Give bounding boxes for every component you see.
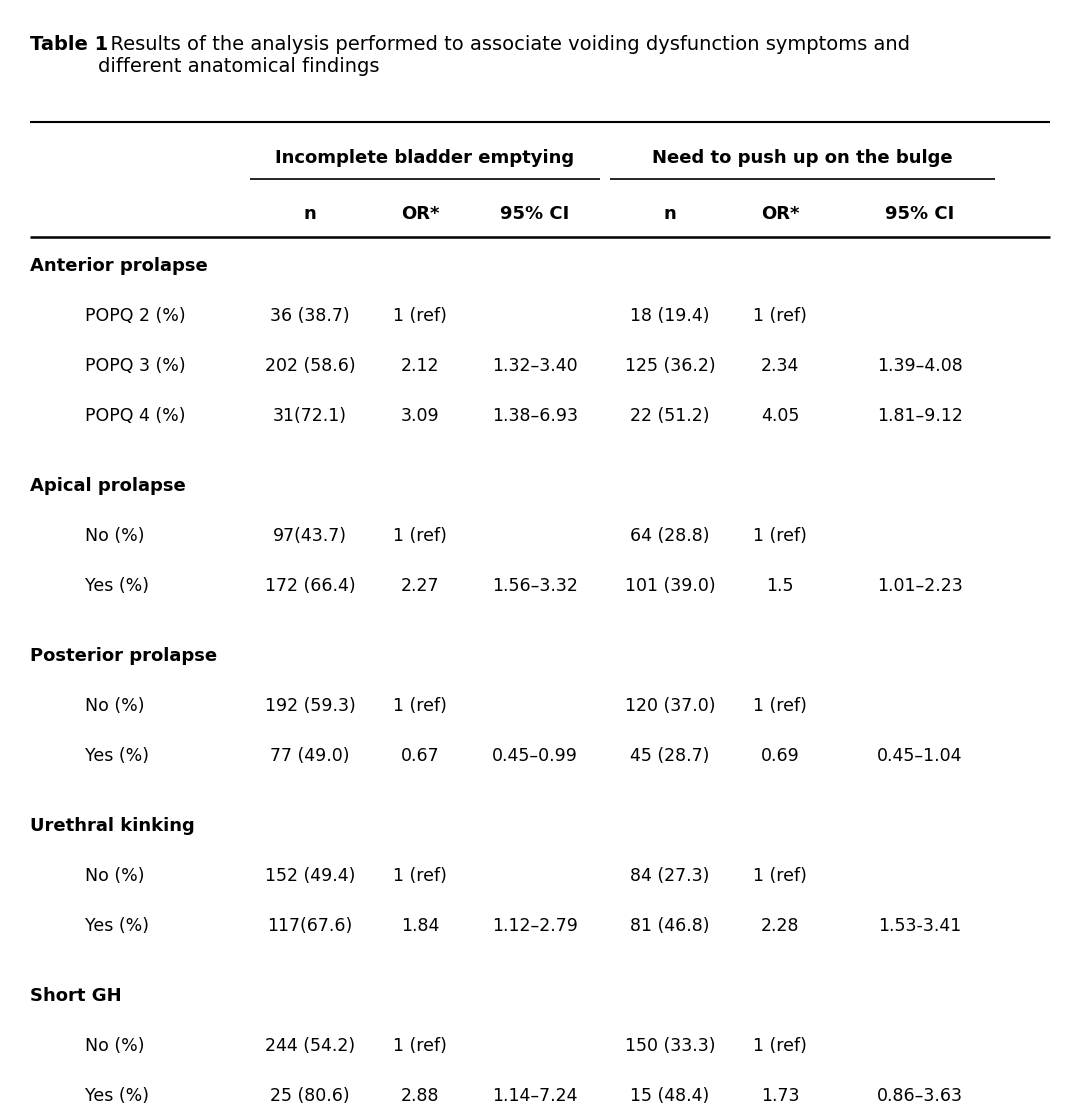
Text: 81 (46.8): 81 (46.8) xyxy=(631,917,710,935)
Text: 15 (48.4): 15 (48.4) xyxy=(631,1087,710,1105)
Text: 95% CI: 95% CI xyxy=(500,206,569,223)
Text: 1 (ref): 1 (ref) xyxy=(393,527,447,545)
Text: 0.86–3.63: 0.86–3.63 xyxy=(877,1087,963,1105)
Text: 64 (28.8): 64 (28.8) xyxy=(631,527,710,545)
Text: POPQ 4 (%): POPQ 4 (%) xyxy=(85,407,186,424)
Text: 120 (37.0): 120 (37.0) xyxy=(624,697,715,715)
Text: No (%): No (%) xyxy=(85,697,145,715)
Text: Incomplete bladder emptying: Incomplete bladder emptying xyxy=(275,149,575,168)
Text: Urethral kinking: Urethral kinking xyxy=(30,817,194,836)
Text: OR*: OR* xyxy=(760,206,799,223)
Text: Table 1: Table 1 xyxy=(30,35,108,54)
Text: Short GH: Short GH xyxy=(30,987,122,1005)
Text: n: n xyxy=(663,206,676,223)
Text: No (%): No (%) xyxy=(85,867,145,885)
Text: Yes (%): Yes (%) xyxy=(85,917,149,935)
Text: 125 (36.2): 125 (36.2) xyxy=(624,357,715,375)
Text: 1 (ref): 1 (ref) xyxy=(753,1037,807,1054)
Text: 2.34: 2.34 xyxy=(760,357,799,375)
Text: 1.38–6.93: 1.38–6.93 xyxy=(492,407,578,424)
Text: 1.53-3.41: 1.53-3.41 xyxy=(878,917,961,935)
Text: 0.69: 0.69 xyxy=(760,747,799,765)
Text: Need to push up on the bulge: Need to push up on the bulge xyxy=(652,149,953,168)
Text: Apical prolapse: Apical prolapse xyxy=(30,477,186,495)
Text: 1 (ref): 1 (ref) xyxy=(393,867,447,885)
Text: Posterior prolapse: Posterior prolapse xyxy=(30,647,217,665)
Text: 45 (28.7): 45 (28.7) xyxy=(631,747,710,765)
Text: 77 (49.0): 77 (49.0) xyxy=(270,747,350,765)
Text: 1 (ref): 1 (ref) xyxy=(753,697,807,715)
Text: Yes (%): Yes (%) xyxy=(85,577,149,595)
Text: 97(43.7): 97(43.7) xyxy=(273,527,347,545)
Text: 1 (ref): 1 (ref) xyxy=(753,527,807,545)
Text: 0.67: 0.67 xyxy=(401,747,440,765)
Text: 244 (54.2): 244 (54.2) xyxy=(265,1037,355,1054)
Text: 0.45–0.99: 0.45–0.99 xyxy=(492,747,578,765)
Text: Anterior prolapse: Anterior prolapse xyxy=(30,257,207,275)
Text: Yes (%): Yes (%) xyxy=(85,1087,149,1105)
Text: 1.56–3.32: 1.56–3.32 xyxy=(492,577,578,595)
Text: 1.12–2.79: 1.12–2.79 xyxy=(492,917,578,935)
Text: 2.88: 2.88 xyxy=(401,1087,440,1105)
Text: 4.05: 4.05 xyxy=(760,407,799,424)
Text: 84 (27.3): 84 (27.3) xyxy=(631,867,710,885)
Text: 2.12: 2.12 xyxy=(401,357,440,375)
Text: . Results of the analysis performed to associate voiding dysfunction symptoms an: . Results of the analysis performed to a… xyxy=(98,35,910,76)
Text: 1.39–4.08: 1.39–4.08 xyxy=(877,357,963,375)
Text: 31(72.1): 31(72.1) xyxy=(273,407,347,424)
Text: 172 (66.4): 172 (66.4) xyxy=(265,577,355,595)
Text: 2.28: 2.28 xyxy=(760,917,799,935)
Text: No (%): No (%) xyxy=(85,527,145,545)
Text: n: n xyxy=(303,206,316,223)
Text: 202 (58.6): 202 (58.6) xyxy=(265,357,355,375)
Text: 2.27: 2.27 xyxy=(401,577,440,595)
Text: 1.81–9.12: 1.81–9.12 xyxy=(877,407,963,424)
Text: 1.5: 1.5 xyxy=(766,577,794,595)
Text: 1 (ref): 1 (ref) xyxy=(753,307,807,325)
Text: 192 (59.3): 192 (59.3) xyxy=(265,697,355,715)
Text: 150 (33.3): 150 (33.3) xyxy=(624,1037,715,1054)
Text: 22 (51.2): 22 (51.2) xyxy=(631,407,710,424)
Text: 117(67.6): 117(67.6) xyxy=(268,917,353,935)
Text: 1.01–2.23: 1.01–2.23 xyxy=(877,577,963,595)
Text: 1 (ref): 1 (ref) xyxy=(393,1037,447,1054)
Text: 1 (ref): 1 (ref) xyxy=(753,867,807,885)
Text: 152 (49.4): 152 (49.4) xyxy=(265,867,355,885)
Text: 1 (ref): 1 (ref) xyxy=(393,307,447,325)
Text: OR*: OR* xyxy=(401,206,440,223)
Text: POPQ 3 (%): POPQ 3 (%) xyxy=(85,357,186,375)
Text: 0.45–1.04: 0.45–1.04 xyxy=(877,747,962,765)
Text: POPQ 2 (%): POPQ 2 (%) xyxy=(85,307,186,325)
Text: 25 (80.6): 25 (80.6) xyxy=(270,1087,350,1105)
Text: 1.14–7.24: 1.14–7.24 xyxy=(492,1087,578,1105)
Text: 36 (38.7): 36 (38.7) xyxy=(270,307,350,325)
Text: 18 (19.4): 18 (19.4) xyxy=(631,307,710,325)
Text: No (%): No (%) xyxy=(85,1037,145,1054)
Text: 1.84: 1.84 xyxy=(401,917,440,935)
Text: 1.73: 1.73 xyxy=(760,1087,799,1105)
Text: 95% CI: 95% CI xyxy=(886,206,955,223)
Text: 101 (39.0): 101 (39.0) xyxy=(624,577,715,595)
Text: 3.09: 3.09 xyxy=(401,407,440,424)
Text: 1 (ref): 1 (ref) xyxy=(393,697,447,715)
Text: Yes (%): Yes (%) xyxy=(85,747,149,765)
Text: 1.32–3.40: 1.32–3.40 xyxy=(492,357,578,375)
